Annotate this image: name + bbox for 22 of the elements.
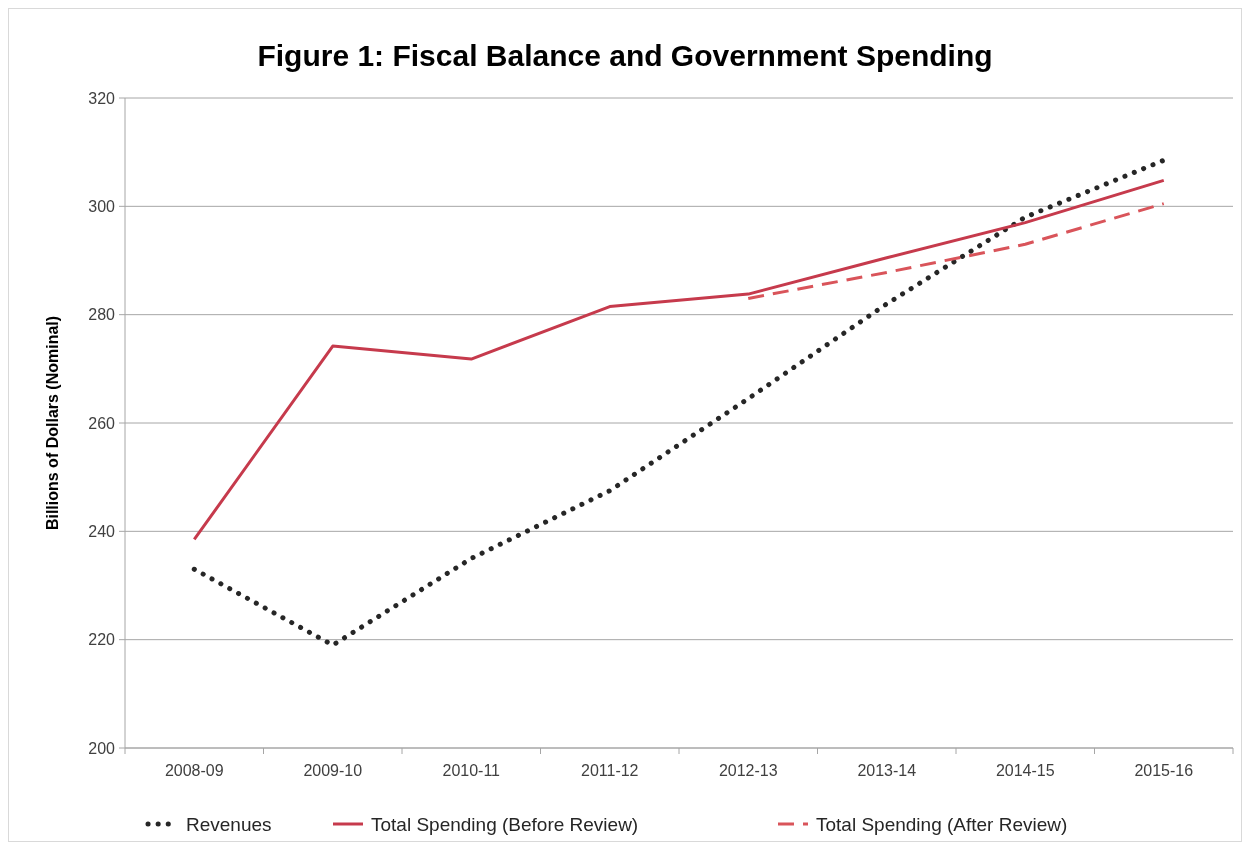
y-tick-label: 200 bbox=[88, 739, 116, 757]
legend-label: Total Spending (Before Review) bbox=[371, 813, 639, 835]
y-axis-title: Billions of Dollars (Nominal) bbox=[44, 315, 61, 531]
x-tick-label: 2008-09 bbox=[164, 762, 224, 779]
x-tick-label: 2014-15 bbox=[995, 762, 1055, 779]
x-tick-label: 2012-13 bbox=[718, 762, 778, 779]
x-tick-label: 2015-16 bbox=[1134, 762, 1194, 779]
y-tick-label: 300 bbox=[88, 197, 116, 215]
legend-label: Revenues bbox=[186, 813, 272, 835]
x-tick-label: 2010-11 bbox=[442, 762, 501, 779]
y-tick-label: 320 bbox=[88, 89, 116, 107]
y-tick-label: 220 bbox=[88, 631, 116, 649]
x-tick-label: 2009-10 bbox=[303, 762, 363, 779]
legend-label: Total Spending (After Review) bbox=[816, 813, 1068, 835]
y-tick-label: 280 bbox=[88, 306, 116, 324]
y-tick-label: 240 bbox=[88, 522, 116, 540]
x-tick-label: 2011-12 bbox=[580, 762, 639, 779]
x-tick-label: 2013-14 bbox=[857, 762, 917, 779]
line-series bbox=[192, 178, 1166, 541]
chart-title: Figure 1: Fiscal Balance and Government Spending bbox=[257, 39, 993, 72]
y-tick-label: 260 bbox=[88, 414, 116, 432]
line-series bbox=[746, 202, 1166, 300]
